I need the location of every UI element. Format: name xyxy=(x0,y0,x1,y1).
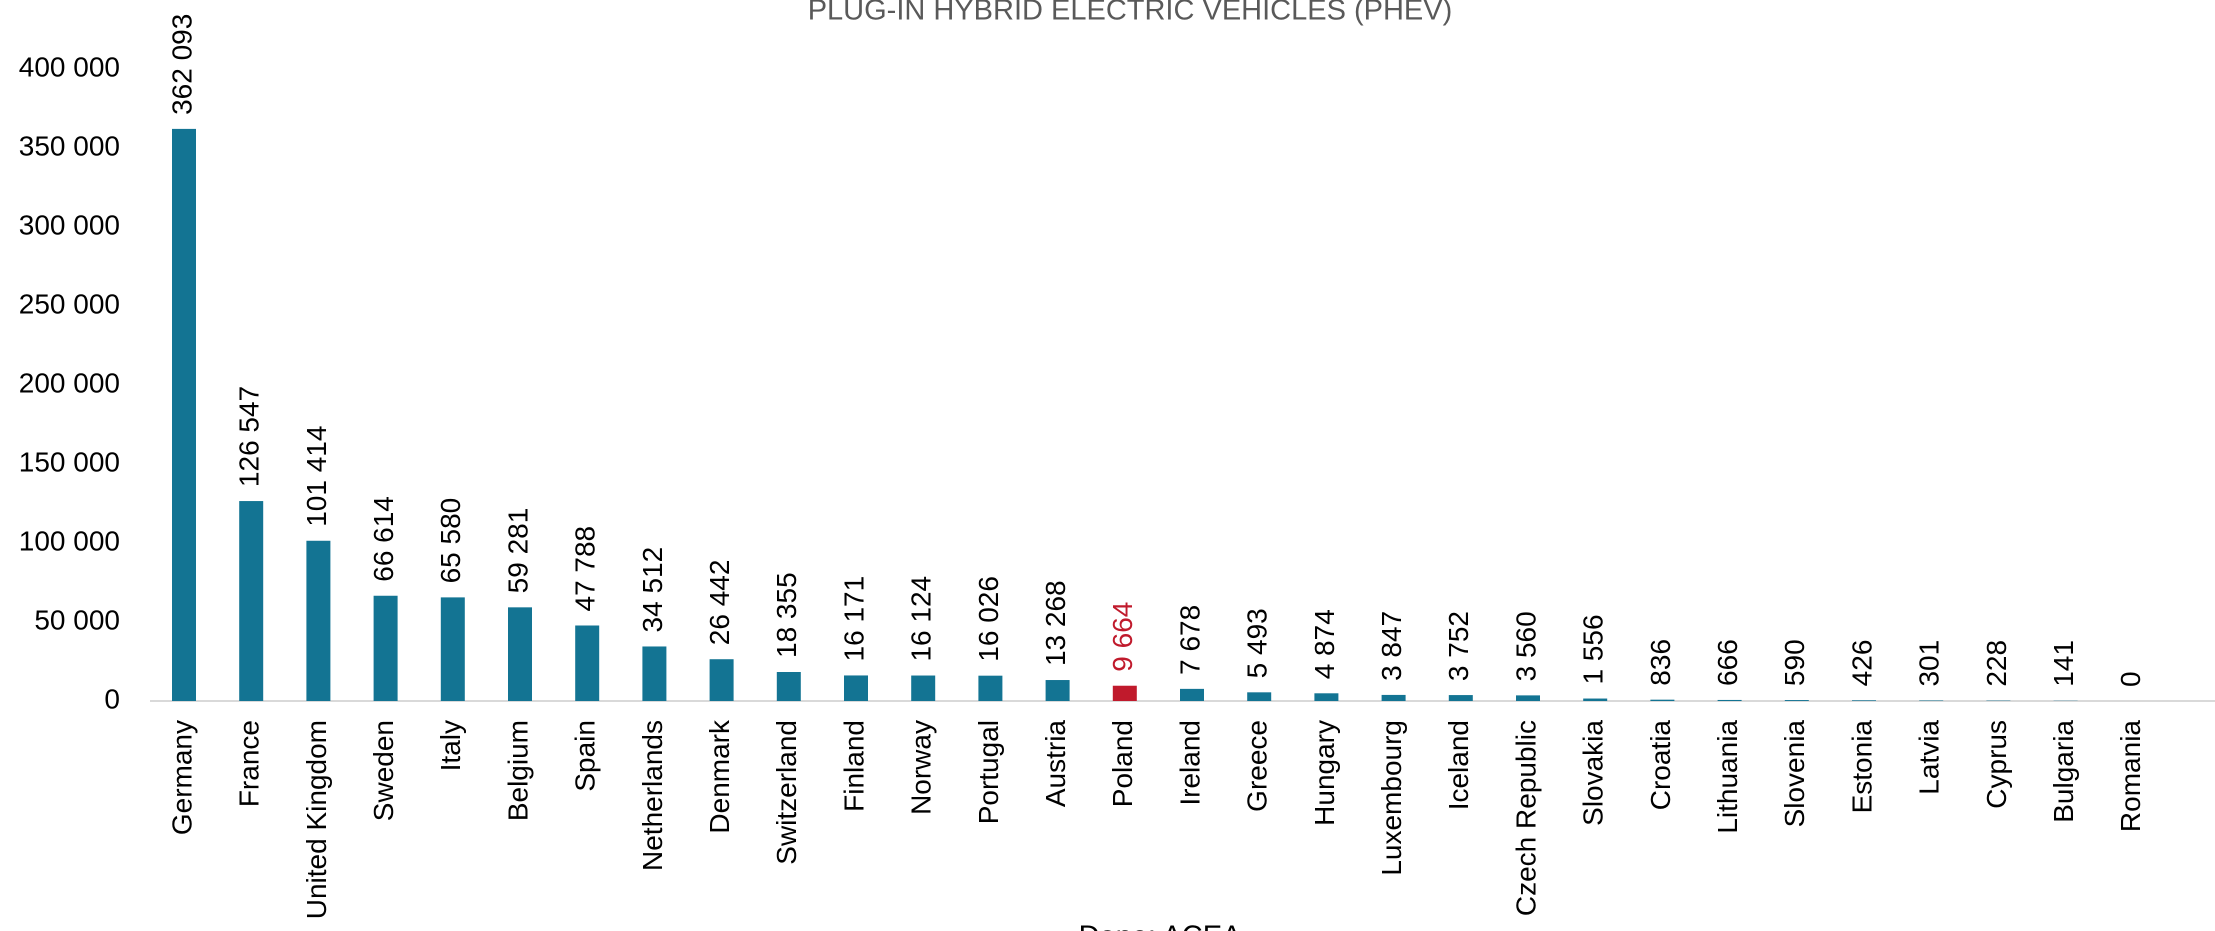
source-note: Dane: ACEA xyxy=(1079,921,1242,931)
y-tick-label: 350 000 xyxy=(19,130,120,161)
x-tick-label: Lithuania xyxy=(1712,720,1743,834)
bar xyxy=(911,675,936,701)
value-label: 65 580 xyxy=(435,498,466,584)
x-tick-label: Luxembourg xyxy=(1376,720,1407,876)
bar xyxy=(172,128,196,701)
value-label: 16 026 xyxy=(973,576,1004,662)
x-tick-label: Slovakia xyxy=(1578,720,1609,826)
y-tick-label: 200 000 xyxy=(19,367,120,398)
x-tick-label: Netherlands xyxy=(637,720,668,871)
x-tick-label: Poland xyxy=(1107,720,1138,807)
chart-title: PLUG-IN HYBRID ELECTRIC VEHICLES (PHEV) xyxy=(808,0,1453,27)
y-tick-label: 50 000 xyxy=(34,604,120,635)
bar xyxy=(239,501,264,701)
bar xyxy=(1448,695,1473,701)
bar xyxy=(1247,692,1272,701)
value-label: 836 xyxy=(1645,639,1676,686)
x-tick-label: Hungary xyxy=(1309,720,1340,826)
y-tick-label: 250 000 xyxy=(19,288,120,319)
bar xyxy=(1650,699,1675,701)
bar xyxy=(1583,698,1608,701)
x-tick-label: Switzerland xyxy=(771,720,802,865)
x-tick-label: Bulgaria xyxy=(2048,720,2079,823)
x-tick-label: Latvia xyxy=(1914,720,1945,795)
value-label: 66 614 xyxy=(368,496,399,582)
value-label: 16 171 xyxy=(838,576,869,662)
value-label: 9 664 xyxy=(1107,602,1138,672)
x-tick-label: Sweden xyxy=(368,720,399,821)
x-tick-label: Ireland xyxy=(1174,720,1205,806)
bar xyxy=(1717,699,1742,701)
value-label: 34 512 xyxy=(637,547,668,633)
x-tick-label: United Kingdom xyxy=(301,720,332,919)
bar xyxy=(642,646,667,701)
bar xyxy=(844,675,868,701)
y-tick-label: 300 000 xyxy=(19,209,120,240)
bar xyxy=(373,595,398,701)
value-label: 126 547 xyxy=(234,386,265,487)
bar xyxy=(508,607,532,701)
x-tick-label: France xyxy=(234,720,265,807)
value-label: 141 xyxy=(2048,640,2079,687)
x-tick-label: Spain xyxy=(570,720,601,792)
bar xyxy=(440,597,465,701)
x-tick-label: Croatia xyxy=(1645,720,1676,811)
x-tick-label: Iceland xyxy=(1443,720,1474,810)
bar xyxy=(306,540,331,701)
value-label: 5 493 xyxy=(1242,608,1273,678)
bar xyxy=(709,659,734,701)
x-tick-label: Germany xyxy=(166,720,197,835)
value-label: 1 556 xyxy=(1578,614,1609,684)
y-tick-label: 100 000 xyxy=(19,525,120,556)
value-label: 18 355 xyxy=(771,572,802,658)
value-label: 4 874 xyxy=(1309,609,1340,679)
bar xyxy=(1516,695,1540,701)
x-tick-label: Estonia xyxy=(1846,720,1877,814)
value-label: 301 xyxy=(1914,640,1945,687)
x-tick-label: Greece xyxy=(1242,720,1273,812)
value-label: 13 268 xyxy=(1040,580,1071,666)
y-tick-label: 400 000 xyxy=(19,51,120,82)
x-tick-label: Austria xyxy=(1040,720,1071,808)
value-label: 666 xyxy=(1712,639,1743,686)
value-label: 362 093 xyxy=(166,14,197,115)
bar xyxy=(1852,700,1876,701)
bar xyxy=(1314,693,1339,701)
bar xyxy=(776,671,801,701)
value-label: 16 124 xyxy=(906,576,937,662)
x-tick-label: Portugal xyxy=(973,720,1004,824)
x-tick-label: Czech Republic xyxy=(1510,720,1541,916)
x-tick-label: Belgium xyxy=(502,720,533,821)
bar xyxy=(575,625,600,701)
value-label: 228 xyxy=(1981,640,2012,687)
bar xyxy=(1180,688,1204,701)
x-tick-label: Denmark xyxy=(704,719,735,834)
value-label: 0 xyxy=(2115,671,2146,687)
value-label: 47 788 xyxy=(570,526,601,612)
value-label: 426 xyxy=(1846,640,1877,687)
bar xyxy=(978,675,1003,701)
x-tick-label: Romania xyxy=(2115,720,2146,832)
value-label: 3 752 xyxy=(1443,611,1474,681)
value-label: 7 678 xyxy=(1174,605,1205,675)
value-label: 590 xyxy=(1779,639,1810,686)
bar xyxy=(1381,694,1406,701)
bar xyxy=(1045,680,1070,701)
value-label: 3 560 xyxy=(1510,611,1541,681)
x-tick-label: Italy xyxy=(435,720,466,771)
value-label: 59 281 xyxy=(502,508,533,594)
x-tick-label: Slovenia xyxy=(1779,720,1810,828)
y-tick-label: 0 xyxy=(104,683,120,714)
x-tick-label: Norway xyxy=(906,720,937,815)
value-label: 26 442 xyxy=(704,560,735,646)
x-tick-label: Finland xyxy=(838,720,869,812)
bar xyxy=(1784,700,1809,701)
x-tick-label: Cyprus xyxy=(1981,720,2012,809)
y-tick-label: 150 000 xyxy=(19,446,120,477)
value-label: 3 847 xyxy=(1376,611,1407,681)
value-label: 101 414 xyxy=(301,426,332,527)
bar xyxy=(1112,685,1137,701)
